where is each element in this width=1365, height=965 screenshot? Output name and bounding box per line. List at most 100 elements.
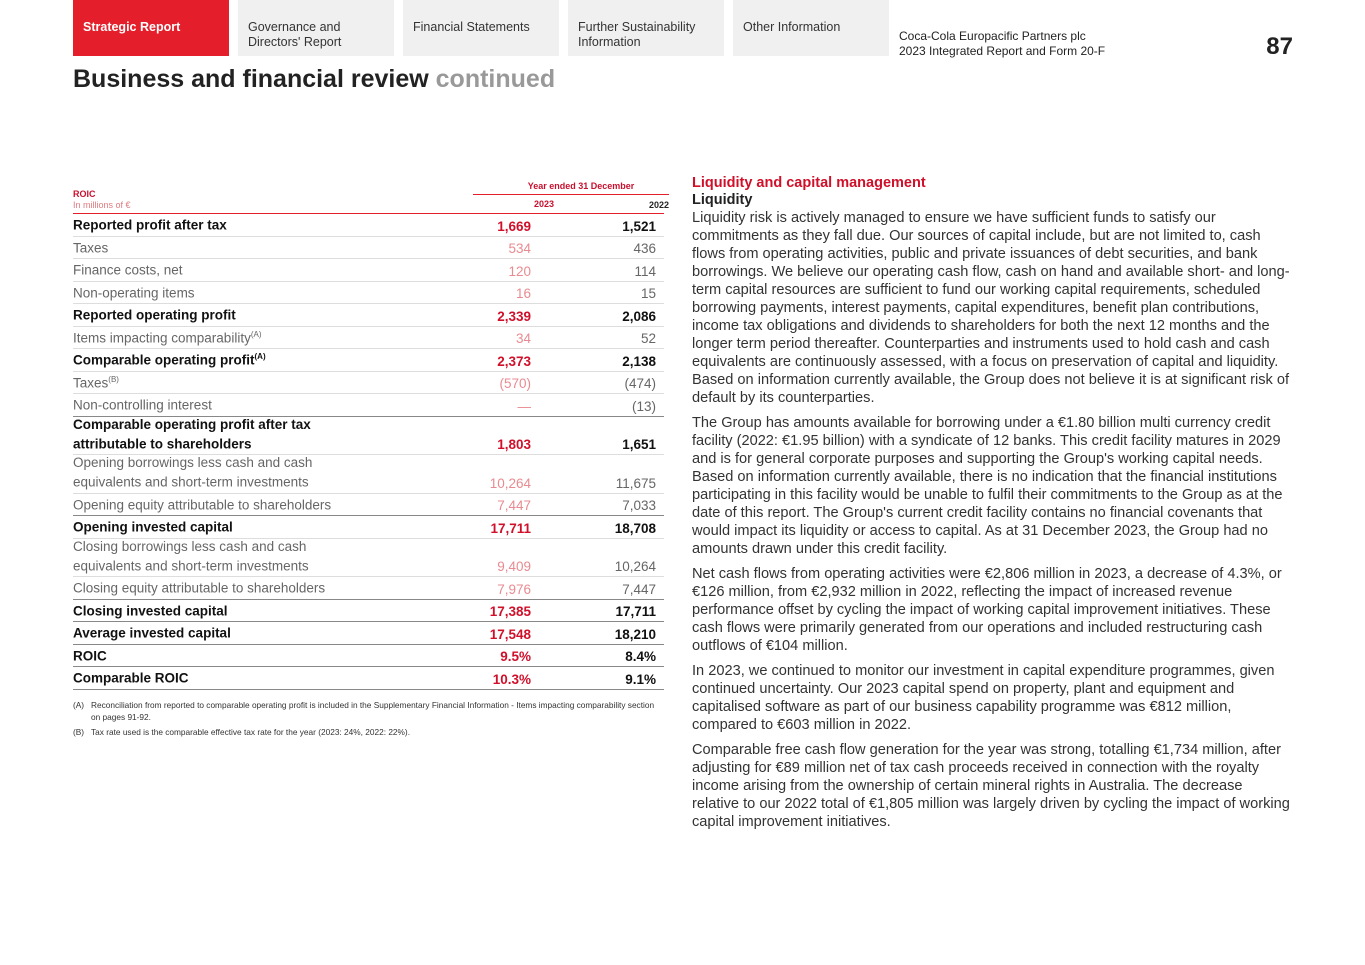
section-heading: Liquidity and capital management (692, 175, 926, 191)
table-row: Closing equity attributable to sharehold… (73, 577, 664, 600)
page-number: 87 (1266, 33, 1293, 60)
value-2022: 17,711 (615, 604, 656, 619)
report-title: Coca-Cola Europacific Partners plc 2023 … (899, 29, 1105, 59)
value-2022: 9.1% (625, 671, 656, 687)
value-2023: 34 (515, 331, 531, 346)
value-2022: 11,675 (615, 475, 656, 491)
paragraph: The Group has amounts available for borr… (692, 415, 1283, 557)
row-label: Comparable operating profit after tax at… (73, 416, 311, 452)
tab-further-sustainability-information[interactable]: Further Sustainability Information (568, 0, 724, 56)
table-row: Closing borrowings less cash and cash eq… (73, 538, 664, 577)
section-subheading: Liquidity (692, 192, 753, 208)
row-label: Non-operating items (73, 285, 195, 300)
row-label: Closing equity attributable to sharehold… (73, 580, 326, 596)
row-label: Average invested capital (73, 625, 231, 641)
row-label: Comparable ROIC (73, 670, 189, 686)
value-2022: 15 (640, 286, 656, 301)
company-name: Coca-Cola Europacific Partners plc (899, 29, 1086, 43)
report-name: 2023 Integrated Report and Form 20-F (899, 44, 1106, 58)
value-2023: — (517, 398, 532, 414)
value-2022: (13) (631, 398, 656, 414)
value-2023: 120 (508, 263, 531, 279)
paragraph: Comparable free cash flow generation for… (692, 742, 1290, 830)
column-2022: 2022 (648, 200, 669, 210)
value-2022: 10,264 (614, 559, 656, 574)
table-row: Items impacting comparability(A) 34 52 (73, 327, 664, 349)
value-2022: 2,138 (622, 353, 656, 369)
value-2023: 17,548 (489, 626, 531, 642)
table-name: ROIC (73, 189, 96, 199)
value-2023: 10.3% (492, 671, 531, 687)
row-label: Items impacting comparability(A) (73, 329, 262, 346)
value-2023: 17,385 (489, 604, 531, 619)
tab-strategic-report[interactable]: Strategic Report (73, 0, 229, 56)
row-label: Opening invested capital (73, 519, 233, 535)
value-2022: 18,210 (614, 626, 656, 642)
value-2022: 2,086 (622, 308, 656, 324)
row-label: Opening borrowings less cash and cash eq… (73, 455, 313, 490)
value-2023: 17,711 (490, 520, 531, 536)
table-header: ROIC In millions of € Year ended 31 Dece… (73, 178, 669, 214)
value-2023: 9.5% (500, 649, 531, 664)
value-2023: (570) (499, 376, 531, 391)
value-2022: 52 (640, 331, 656, 346)
row-label: Closing borrowings less cash and cash eq… (73, 538, 309, 574)
value-2023: 16 (515, 286, 531, 301)
tab-financial-statements[interactable]: Financial Statements (403, 0, 559, 56)
paragraph: In 2023, we continued to monitor our inv… (692, 663, 1275, 733)
liquidity-section: Liquidity and capital management Liquidi… (692, 175, 1292, 838)
row-label: Reported operating profit (73, 307, 236, 323)
table-row: Opening equity attributable to sharehold… (73, 494, 664, 516)
footnote: (A) Reconciliation from reported to compa… (73, 699, 655, 722)
table-row: ROIC 9.5% 8.4% (73, 645, 664, 667)
row-label: Closing invested capital (73, 603, 228, 618)
paragraph: Liquidity risk is actively managed to en… (692, 210, 1290, 406)
table-row: Non-operating items 16 15 (73, 282, 664, 304)
period-header: Year ended 31 December (527, 181, 635, 191)
table-row: Comparable ROIC 10.3% 9.1% (73, 667, 664, 690)
row-label: Taxes(B) (73, 374, 119, 391)
table-row: Comparable operating profit after tax at… (73, 416, 664, 455)
table-unit: In millions of € (73, 200, 131, 210)
divider (473, 194, 669, 195)
footnotes: (A) Reconciliation from reported to compa… (73, 699, 664, 738)
row-label: ROIC (73, 648, 107, 663)
value-2022: 7,447 (622, 581, 656, 597)
row-label: Taxes (73, 240, 109, 255)
value-2023: 2,373 (497, 353, 531, 369)
table-row: Taxes 534 436 (73, 237, 664, 259)
value-2022: 7,033 (622, 498, 656, 513)
value-2023: 10,264 (489, 475, 531, 491)
section-nav: Strategic Report Governance and Directors… (73, 0, 889, 56)
table-row: Opening invested capital 17,711 18,708 (73, 516, 664, 539)
value-2023: 7,447 (497, 498, 531, 513)
value-2023: 1,803 (497, 437, 531, 452)
row-label: Opening equity attributable to sharehold… (73, 497, 332, 512)
row-label: Comparable operating profit(A) (73, 352, 266, 368)
value-2022: (474) (624, 376, 656, 391)
table-row: Comparable operating profit(A) 2,373 2,1… (73, 349, 664, 372)
table-row: Average invested capital 17,548 18,210 (73, 622, 664, 645)
value-2022: 1,521 (622, 218, 656, 234)
table-row: Opening borrowings less cash and cash eq… (73, 455, 664, 494)
row-label: Finance costs, net (73, 262, 183, 278)
value-2023: 2,339 (497, 308, 531, 324)
tab-other-information[interactable]: Other Information (733, 0, 889, 56)
value-2022: 8.4% (625, 649, 656, 664)
table-row: Closing invested capital 17,385 17,711 (73, 600, 664, 622)
roic-table: ROIC In millions of € Year ended 31 Dece… (73, 178, 669, 741)
paragraph: Net cash flows from operating activities… (692, 566, 1282, 654)
table-row: Non-controlling interest — (13) (73, 394, 664, 417)
table-row: Taxes(B) (570) (474) (73, 372, 664, 394)
value-2023: 1,669 (497, 218, 531, 234)
title-suffix: continued (435, 65, 556, 93)
row-label: Non-controlling interest (73, 397, 212, 413)
title-main: Business and financial review (73, 65, 429, 93)
table-row: Reported operating profit 2,339 2,086 (73, 304, 664, 327)
value-2023: 9,409 (497, 559, 531, 574)
row-label: Reported profit after tax (73, 217, 227, 233)
table-row: Finance costs, net 120 114 (73, 259, 664, 282)
column-2023: 2023 (533, 199, 554, 209)
tab-governance-and-directors-report[interactable]: Governance and Directors' Report (238, 0, 394, 56)
page-title: Business and financial review continued (73, 65, 555, 94)
